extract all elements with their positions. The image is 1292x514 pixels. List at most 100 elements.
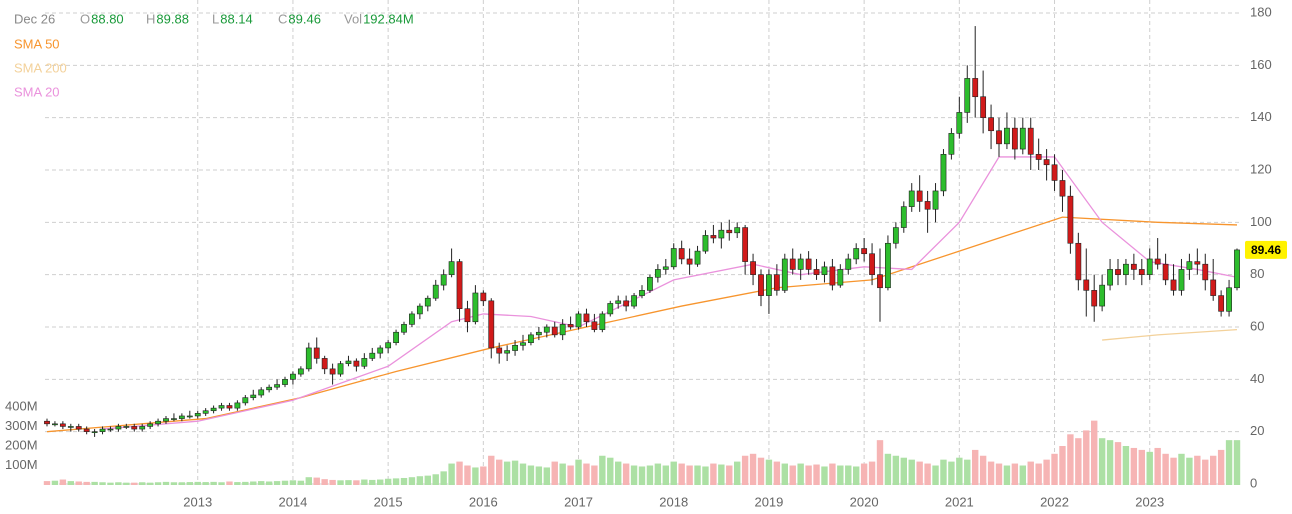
volume-bar: [932, 465, 939, 485]
candle-body: [670, 248, 677, 268]
volume-bar: [1043, 459, 1050, 485]
candle-body: [845, 258, 852, 270]
volume-bar: [765, 459, 773, 485]
candle-body: [1186, 261, 1193, 270]
candle-body: [313, 347, 320, 359]
volume-bar: [1217, 449, 1225, 485]
candle-body: [956, 112, 963, 134]
candle-body: [972, 78, 979, 98]
candle-body: [654, 269, 661, 278]
volume-tick-label: 200M: [5, 437, 38, 452]
header-value: 89.46: [288, 11, 321, 26]
volume-bar: [154, 482, 162, 485]
volume-bar: [1011, 463, 1019, 485]
volume-bar: [416, 476, 424, 485]
candle-body: [1115, 269, 1121, 275]
candle-body: [186, 415, 193, 418]
candle-body: [178, 415, 185, 419]
header-value: 88.14: [220, 11, 253, 26]
candle-body: [377, 347, 384, 354]
volume-bar: [781, 463, 788, 485]
volume-bar: [99, 482, 106, 485]
candle-body: [305, 347, 312, 370]
volume-bar: [1194, 455, 1201, 485]
volume-bar: [710, 463, 717, 485]
candle-body: [940, 154, 947, 192]
volume-bar: [662, 465, 669, 485]
volume-bar: [313, 477, 320, 485]
candle-body: [916, 190, 923, 202]
header-date: Dec 26: [14, 11, 55, 26]
candle-body: [131, 426, 138, 430]
candle-body: [1170, 279, 1177, 291]
volume-bar: [638, 466, 646, 485]
volume-bar: [1225, 440, 1233, 485]
volume-bar: [353, 480, 360, 485]
sma-line: [1102, 328, 1238, 341]
candle-body: [980, 96, 987, 118]
header-value: 192.84M: [363, 11, 414, 26]
candle-body: [1051, 164, 1058, 181]
candle-body: [171, 418, 177, 420]
x-tick-label: 2016: [469, 494, 498, 509]
candle-body: [155, 420, 161, 425]
header-value: 89.88: [156, 11, 189, 26]
volume-bar: [860, 463, 868, 485]
candle-body: [123, 426, 130, 428]
candle-body: [59, 423, 66, 427]
volume-bar: [503, 461, 511, 485]
volume-bar: [424, 475, 431, 485]
volume-bar: [567, 465, 574, 485]
candle-body: [440, 274, 447, 286]
candle-body: [892, 227, 899, 244]
candle-body: [409, 313, 415, 325]
candle-body: [1067, 195, 1074, 244]
candle-body: [369, 352, 376, 359]
volume-bar: [178, 482, 186, 485]
volume-bar: [622, 463, 630, 485]
x-tick-label: 2015: [374, 494, 403, 509]
candle-body: [908, 190, 915, 207]
candle-body: [869, 253, 875, 275]
volume-bar: [916, 461, 923, 485]
candle-body: [448, 261, 455, 275]
candle-body: [512, 345, 518, 351]
candle-body: [543, 326, 550, 333]
candle-body: [662, 266, 669, 270]
volume-bar: [377, 479, 384, 485]
x-tick-label: 2019: [754, 494, 783, 509]
candle-body: [44, 420, 50, 425]
header-label: O: [80, 11, 90, 26]
candle-body: [226, 405, 233, 409]
volume-bar: [1233, 440, 1241, 485]
x-tick-label: 2022: [1040, 494, 1069, 509]
volume-bar: [1146, 451, 1153, 485]
volume-bar: [948, 461, 955, 485]
volume-bar: [607, 457, 614, 485]
volume-bar: [892, 455, 900, 485]
volume-bar: [1027, 461, 1034, 485]
candle-body: [464, 308, 471, 323]
candle-body: [710, 235, 717, 239]
candle-body: [242, 397, 249, 404]
candle-body: [1154, 258, 1161, 265]
candle-body: [139, 426, 146, 430]
volume-bar: [829, 463, 836, 485]
candle-body: [900, 206, 907, 228]
candle-body: [1091, 290, 1098, 307]
volume-bar: [131, 482, 138, 485]
candle-body: [1004, 127, 1010, 145]
candle-body: [274, 384, 280, 388]
candle-body: [520, 342, 526, 346]
candle-body: [750, 261, 756, 275]
candle-body: [337, 363, 344, 375]
candle-body: [1130, 263, 1137, 270]
candle-body: [583, 313, 590, 323]
candle-body: [1138, 269, 1145, 275]
volume-bar: [900, 457, 907, 485]
candle-body: [861, 248, 868, 255]
candle-body: [766, 274, 772, 296]
volume-bar: [805, 465, 812, 485]
volume-bar: [345, 480, 352, 485]
volume-bar: [551, 461, 558, 485]
